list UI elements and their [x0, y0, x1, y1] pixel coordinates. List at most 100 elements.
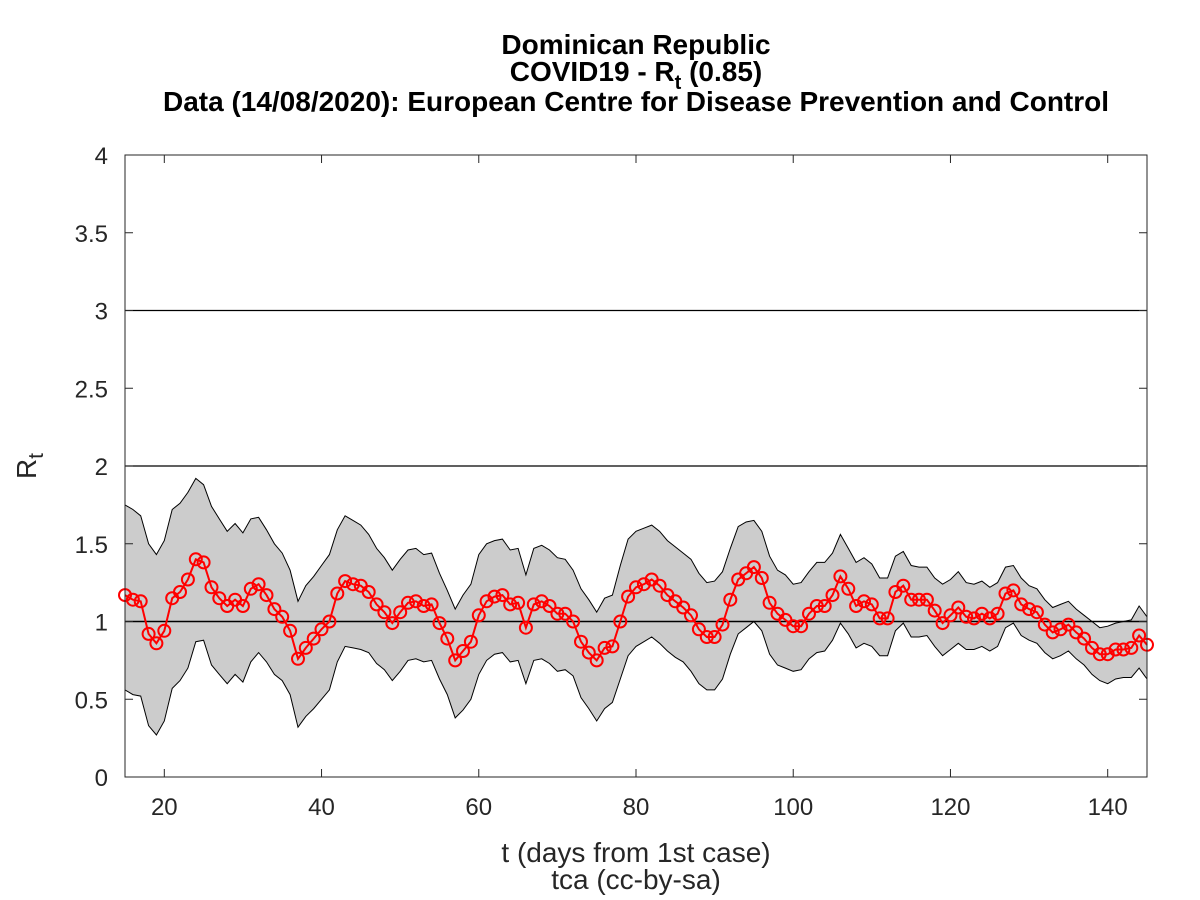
rt-point — [330, 586, 345, 601]
y-tick-label: 3.5 — [75, 221, 108, 248]
rt-point — [440, 631, 455, 646]
rt-point — [880, 611, 895, 626]
rt-point — [259, 588, 274, 603]
x-tick-label: 80 — [623, 794, 650, 821]
rt-point — [1022, 602, 1037, 617]
rt-point — [314, 622, 329, 637]
rt-point — [385, 616, 400, 631]
rt-point — [746, 560, 761, 575]
rt-point — [471, 608, 486, 623]
rt-point — [872, 611, 887, 626]
rt-point — [621, 589, 636, 604]
rt-point — [786, 619, 801, 634]
rt-point — [416, 599, 431, 613]
y-tick-label: 4 — [95, 143, 108, 170]
rt-point — [566, 614, 581, 629]
rt-point — [864, 597, 879, 612]
rt-point — [298, 640, 313, 655]
rt-point — [1045, 625, 1060, 640]
x-tick-label: 120 — [930, 794, 970, 821]
rt-point — [589, 653, 604, 668]
rt-point — [723, 592, 738, 607]
rt-point — [518, 620, 533, 635]
rt-point — [511, 595, 526, 610]
y-tick-label: 1 — [95, 610, 108, 637]
rt-point — [141, 626, 156, 641]
y-tick-label: 3 — [95, 299, 108, 326]
rt-point — [951, 600, 966, 615]
rt-point — [456, 644, 470, 658]
y-axis-ticks: 0 0.5 1 1.5 2 2.5 3 3.5 4 — [75, 143, 1147, 792]
rt-point — [1029, 605, 1044, 620]
rt-point — [495, 588, 510, 603]
rt-point — [180, 572, 195, 587]
rt-point — [526, 597, 541, 612]
y-tick-label: 1.5 — [75, 532, 108, 559]
y-tick-label: 0.5 — [75, 687, 108, 714]
rt-point — [542, 599, 557, 613]
rt-point — [684, 608, 698, 623]
rt-point — [346, 577, 360, 592]
rt-point — [487, 589, 502, 604]
rt-point — [817, 599, 832, 613]
rt-point — [574, 634, 588, 649]
rt-point — [463, 634, 478, 649]
rt-point — [157, 623, 172, 638]
chart-title-metric: COVID19 - Rt (0.85) — [510, 56, 763, 94]
x-tick-label: 60 — [465, 794, 492, 821]
confidence-band-fill — [125, 478, 1147, 735]
rt-point — [133, 594, 148, 609]
rt-point — [927, 603, 942, 618]
rt-point — [1132, 628, 1147, 643]
rt-point — [857, 594, 871, 609]
rt-point — [243, 581, 258, 596]
rt-point — [235, 599, 250, 613]
rt-point — [125, 592, 140, 607]
rt-point — [251, 577, 266, 592]
rt-point — [809, 599, 824, 613]
rt-point — [1108, 642, 1123, 657]
x-tick-label: 20 — [151, 794, 178, 821]
rt-point — [1061, 617, 1076, 632]
rt-point — [173, 585, 187, 599]
rt-point — [291, 651, 305, 666]
rt-point — [825, 588, 840, 603]
confidence-band — [124, 477, 1148, 736]
rt-point — [550, 606, 565, 621]
y-axis-label: Rt — [11, 453, 48, 479]
rt-point — [998, 586, 1013, 601]
rt-point — [424, 597, 439, 612]
rt-point — [1077, 631, 1092, 646]
rt-point — [841, 581, 856, 596]
rt-point — [377, 605, 392, 620]
rt-point — [943, 608, 958, 623]
chart-title-metric-suffix: (0.85) — [681, 56, 762, 87]
rt-point — [613, 614, 628, 629]
rt-point — [676, 600, 691, 615]
rt-point — [707, 630, 722, 644]
rt-point — [605, 639, 620, 654]
rt-point — [196, 555, 211, 570]
rt-point — [794, 619, 809, 634]
y-tick-label: 0 — [95, 765, 108, 792]
rt-point — [1037, 617, 1052, 632]
rt-point — [1092, 647, 1107, 662]
rt-point — [401, 595, 415, 610]
rt-point — [149, 636, 164, 651]
chart-title-metric-sub: t — [675, 72, 682, 94]
y-tick-label: 2 — [95, 454, 108, 481]
rt-point — [267, 602, 282, 617]
rt-point — [896, 578, 911, 593]
rt-point — [802, 606, 816, 621]
rt-point — [558, 606, 573, 621]
chart-title-country: Dominican Republic — [501, 29, 770, 60]
rt-point — [1006, 583, 1021, 598]
rt-point — [652, 578, 667, 593]
x-tick-label: 140 — [1088, 794, 1128, 821]
rt-point — [1124, 640, 1139, 655]
lower-bound-line — [124, 620, 1148, 736]
rt-point — [448, 653, 463, 668]
rt-point — [699, 630, 714, 644]
rt-point — [188, 552, 203, 567]
